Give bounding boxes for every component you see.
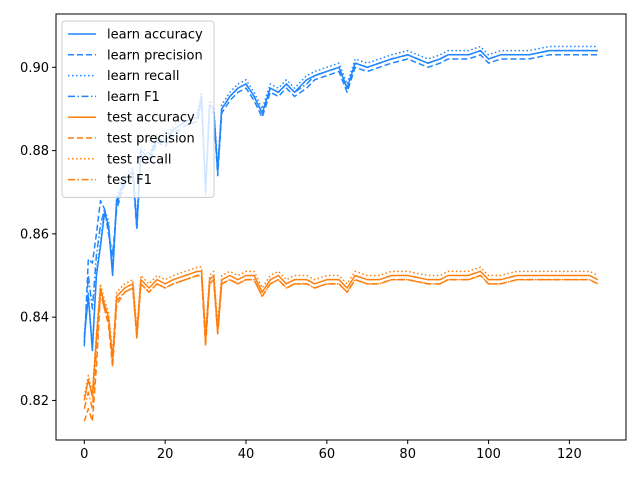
legend-label-learn-accuracy: learn accuracy [107,28,203,43]
x-tick-label: 100 [476,447,501,462]
x-tick-label: 60 [319,447,336,462]
y-tick-label: 0.86 [20,227,49,242]
x-tick-label: 120 [557,447,582,462]
x-tick-label: 80 [399,447,416,462]
legend-label-test-f1: test F1 [107,173,152,188]
x-tick-label: 0 [80,447,88,462]
x-axis: 0 20 40 60 80 100 120 [80,440,582,462]
x-tick-label: 40 [238,447,255,462]
legend-label-test-precision: test precision [107,132,195,147]
legend-box [61,20,215,198]
legend: learn accuracy learn precision learn recal… [61,20,215,198]
series-line-test-recall [83,266,599,397]
y-tick-label: 0.82 [20,394,49,409]
series-line-test-f1 [83,274,599,410]
legend-label-test-recall: test recall [107,152,172,167]
x-tick-label: 20 [157,447,174,462]
y-tick-label: 0.88 [20,144,49,159]
y-axis: 0.82 0.84 0.86 0.88 0.90 [20,61,56,409]
series-line-test-accuracy [83,270,599,401]
y-tick-label: 0.84 [20,311,49,326]
legend-label-test-accuracy: test accuracy [107,111,195,126]
y-tick-label: 0.90 [20,61,49,76]
legend-label-learn-f1: learn F1 [107,90,160,105]
legend-label-learn-recall: learn recall [107,69,179,84]
legend-label-learn-precision: learn precision [107,48,203,63]
axes-frame [55,13,627,441]
series-line-test-precision [83,274,599,423]
